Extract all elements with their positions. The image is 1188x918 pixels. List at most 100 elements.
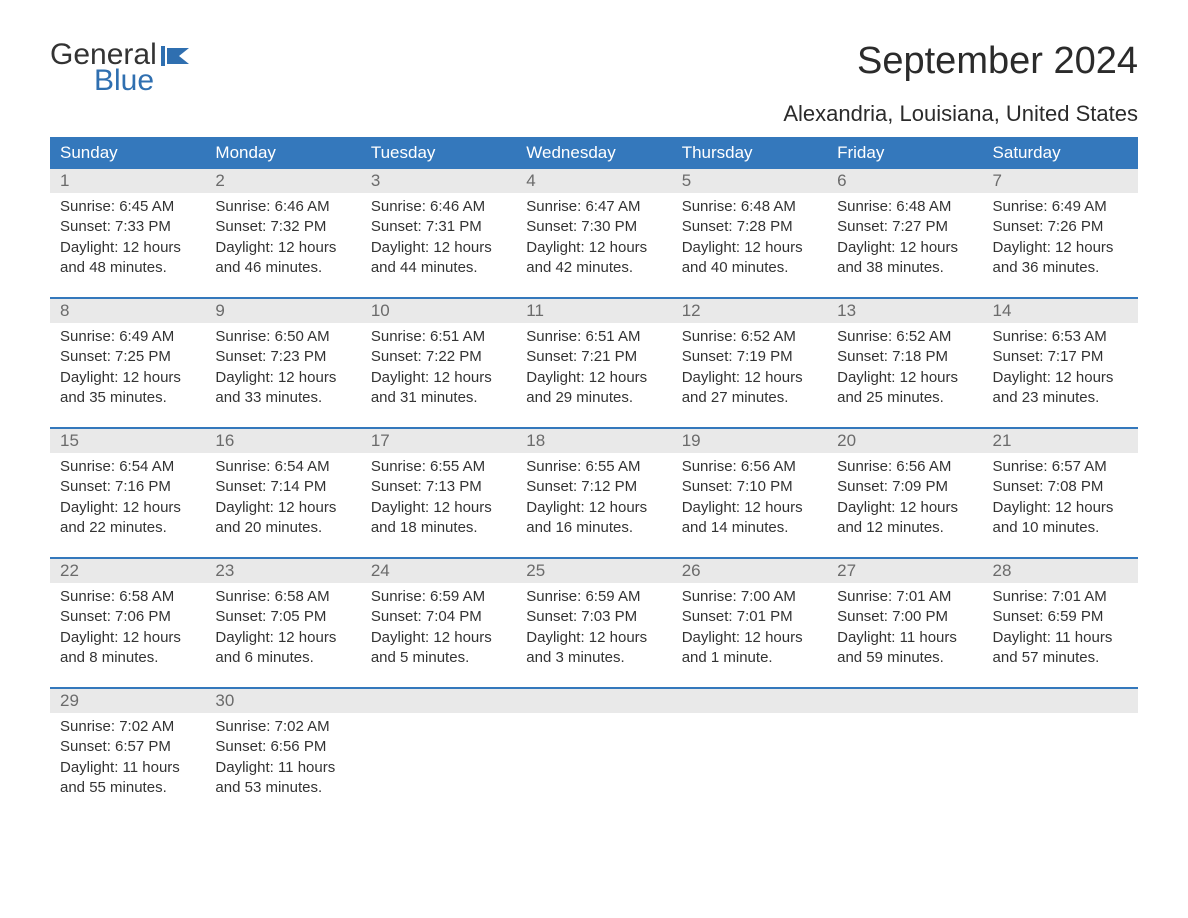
- sunset-line: Sunset: 7:04 PM: [371, 607, 506, 627]
- day-number: 29: [50, 689, 205, 713]
- day-details: Sunrise: 6:58 AMSunset: 7:06 PMDaylight:…: [50, 583, 205, 668]
- day-number: 27: [827, 559, 982, 583]
- sunrise-line: Sunrise: 6:49 AM: [993, 197, 1128, 217]
- day-number: 18: [516, 429, 671, 453]
- daylight-line: Daylight: 12 hours and 35 minutes.: [60, 368, 195, 409]
- sunset-line: Sunset: 7:18 PM: [837, 347, 972, 367]
- sunrise-line: Sunrise: 6:50 AM: [215, 327, 350, 347]
- day-number: 15: [50, 429, 205, 453]
- day-number: 9: [205, 299, 360, 323]
- weekday-header: Thursday: [672, 137, 827, 169]
- sunset-line: Sunset: 6:59 PM: [993, 607, 1128, 627]
- day-number: 5: [672, 169, 827, 193]
- calendar-grid: SundayMondayTuesdayWednesdayThursdayFrid…: [50, 137, 1138, 817]
- day-details: Sunrise: 6:49 AMSunset: 7:25 PMDaylight:…: [50, 323, 205, 408]
- daylight-line: Daylight: 12 hours and 1 minute.: [682, 628, 817, 669]
- day-number: 11: [516, 299, 671, 323]
- sunset-line: Sunset: 7:13 PM: [371, 477, 506, 497]
- day-details: Sunrise: 6:56 AMSunset: 7:10 PMDaylight:…: [672, 453, 827, 538]
- daylight-line: Daylight: 12 hours and 3 minutes.: [526, 628, 661, 669]
- daylight-line: Daylight: 12 hours and 12 minutes.: [837, 498, 972, 539]
- day-details: Sunrise: 6:51 AMSunset: 7:21 PMDaylight:…: [516, 323, 671, 408]
- sunrise-line: Sunrise: 7:01 AM: [837, 587, 972, 607]
- weeks-container: 1Sunrise: 6:45 AMSunset: 7:33 PMDaylight…: [50, 169, 1138, 817]
- weekday-header-row: SundayMondayTuesdayWednesdayThursdayFrid…: [50, 137, 1138, 169]
- sunset-line: Sunset: 7:23 PM: [215, 347, 350, 367]
- sunset-line: Sunset: 6:56 PM: [215, 737, 350, 757]
- day-details: Sunrise: 6:51 AMSunset: 7:22 PMDaylight:…: [361, 323, 516, 408]
- day-cell: 9Sunrise: 6:50 AMSunset: 7:23 PMDaylight…: [205, 299, 360, 427]
- sunrise-line: Sunrise: 6:55 AM: [371, 457, 506, 477]
- day-cell: 21Sunrise: 6:57 AMSunset: 7:08 PMDayligh…: [983, 429, 1138, 557]
- daylight-line: Daylight: 12 hours and 14 minutes.: [682, 498, 817, 539]
- day-number: 10: [361, 299, 516, 323]
- sunset-line: Sunset: 7:25 PM: [60, 347, 195, 367]
- day-cell: 25Sunrise: 6:59 AMSunset: 7:03 PMDayligh…: [516, 559, 671, 687]
- sunrise-line: Sunrise: 6:46 AM: [371, 197, 506, 217]
- sunrise-line: Sunrise: 6:59 AM: [526, 587, 661, 607]
- sunset-line: Sunset: 7:27 PM: [837, 217, 972, 237]
- daylight-line: Daylight: 12 hours and 6 minutes.: [215, 628, 350, 669]
- day-cell: 23Sunrise: 6:58 AMSunset: 7:05 PMDayligh…: [205, 559, 360, 687]
- daylight-line: Daylight: 12 hours and 48 minutes.: [60, 238, 195, 279]
- sunset-line: Sunset: 7:26 PM: [993, 217, 1128, 237]
- daylight-line: Daylight: 12 hours and 22 minutes.: [60, 498, 195, 539]
- day-details: Sunrise: 6:59 AMSunset: 7:03 PMDaylight:…: [516, 583, 671, 668]
- day-details: Sunrise: 6:54 AMSunset: 7:16 PMDaylight:…: [50, 453, 205, 538]
- day-number: 20: [827, 429, 982, 453]
- sunrise-line: Sunrise: 6:58 AM: [215, 587, 350, 607]
- sunrise-line: Sunrise: 7:01 AM: [993, 587, 1128, 607]
- sunset-line: Sunset: 7:33 PM: [60, 217, 195, 237]
- daylight-line: Daylight: 11 hours and 55 minutes.: [60, 758, 195, 799]
- day-number: 28: [983, 559, 1138, 583]
- day-number: 21: [983, 429, 1138, 453]
- day-details: Sunrise: 6:52 AMSunset: 7:19 PMDaylight:…: [672, 323, 827, 408]
- day-number: 30: [205, 689, 360, 713]
- sunset-line: Sunset: 7:08 PM: [993, 477, 1128, 497]
- sunrise-line: Sunrise: 6:46 AM: [215, 197, 350, 217]
- sunrise-line: Sunrise: 7:00 AM: [682, 587, 817, 607]
- day-cell: 15Sunrise: 6:54 AMSunset: 7:16 PMDayligh…: [50, 429, 205, 557]
- day-number: 4: [516, 169, 671, 193]
- sunset-line: Sunset: 6:57 PM: [60, 737, 195, 757]
- sunrise-line: Sunrise: 6:47 AM: [526, 197, 661, 217]
- sunset-line: Sunset: 7:12 PM: [526, 477, 661, 497]
- day-cell: 22Sunrise: 6:58 AMSunset: 7:06 PMDayligh…: [50, 559, 205, 687]
- day-details: Sunrise: 6:52 AMSunset: 7:18 PMDaylight:…: [827, 323, 982, 408]
- day-cell: 30Sunrise: 7:02 AMSunset: 6:56 PMDayligh…: [205, 689, 360, 817]
- day-details: Sunrise: 7:02 AMSunset: 6:57 PMDaylight:…: [50, 713, 205, 798]
- day-cell: 11Sunrise: 6:51 AMSunset: 7:21 PMDayligh…: [516, 299, 671, 427]
- day-number: 25: [516, 559, 671, 583]
- daylight-line: Daylight: 12 hours and 31 minutes.: [371, 368, 506, 409]
- daylight-line: Daylight: 12 hours and 25 minutes.: [837, 368, 972, 409]
- daylight-line: Daylight: 12 hours and 27 minutes.: [682, 368, 817, 409]
- day-cell: 29Sunrise: 7:02 AMSunset: 6:57 PMDayligh…: [50, 689, 205, 817]
- sunrise-line: Sunrise: 6:53 AM: [993, 327, 1128, 347]
- sunrise-line: Sunrise: 6:45 AM: [60, 197, 195, 217]
- day-cell: [827, 689, 982, 817]
- day-number: 3: [361, 169, 516, 193]
- day-cell: 20Sunrise: 6:56 AMSunset: 7:09 PMDayligh…: [827, 429, 982, 557]
- weekday-header: Saturday: [983, 137, 1138, 169]
- sunrise-line: Sunrise: 6:48 AM: [682, 197, 817, 217]
- sunrise-line: Sunrise: 6:51 AM: [526, 327, 661, 347]
- day-cell: 8Sunrise: 6:49 AMSunset: 7:25 PMDaylight…: [50, 299, 205, 427]
- day-cell: [361, 689, 516, 817]
- sunrise-line: Sunrise: 6:52 AM: [682, 327, 817, 347]
- day-cell: 16Sunrise: 6:54 AMSunset: 7:14 PMDayligh…: [205, 429, 360, 557]
- day-cell: 4Sunrise: 6:47 AMSunset: 7:30 PMDaylight…: [516, 169, 671, 297]
- sunset-line: Sunset: 7:01 PM: [682, 607, 817, 627]
- day-number: 13: [827, 299, 982, 323]
- day-number: 16: [205, 429, 360, 453]
- day-details: Sunrise: 6:49 AMSunset: 7:26 PMDaylight:…: [983, 193, 1138, 278]
- day-details: Sunrise: 6:57 AMSunset: 7:08 PMDaylight:…: [983, 453, 1138, 538]
- day-cell: 13Sunrise: 6:52 AMSunset: 7:18 PMDayligh…: [827, 299, 982, 427]
- daylight-line: Daylight: 11 hours and 53 minutes.: [215, 758, 350, 799]
- day-cell: 10Sunrise: 6:51 AMSunset: 7:22 PMDayligh…: [361, 299, 516, 427]
- sunset-line: Sunset: 7:06 PM: [60, 607, 195, 627]
- day-number: 17: [361, 429, 516, 453]
- sunrise-line: Sunrise: 6:54 AM: [215, 457, 350, 477]
- sunset-line: Sunset: 7:09 PM: [837, 477, 972, 497]
- month-title: September 2024: [783, 40, 1138, 83]
- day-number: 24: [361, 559, 516, 583]
